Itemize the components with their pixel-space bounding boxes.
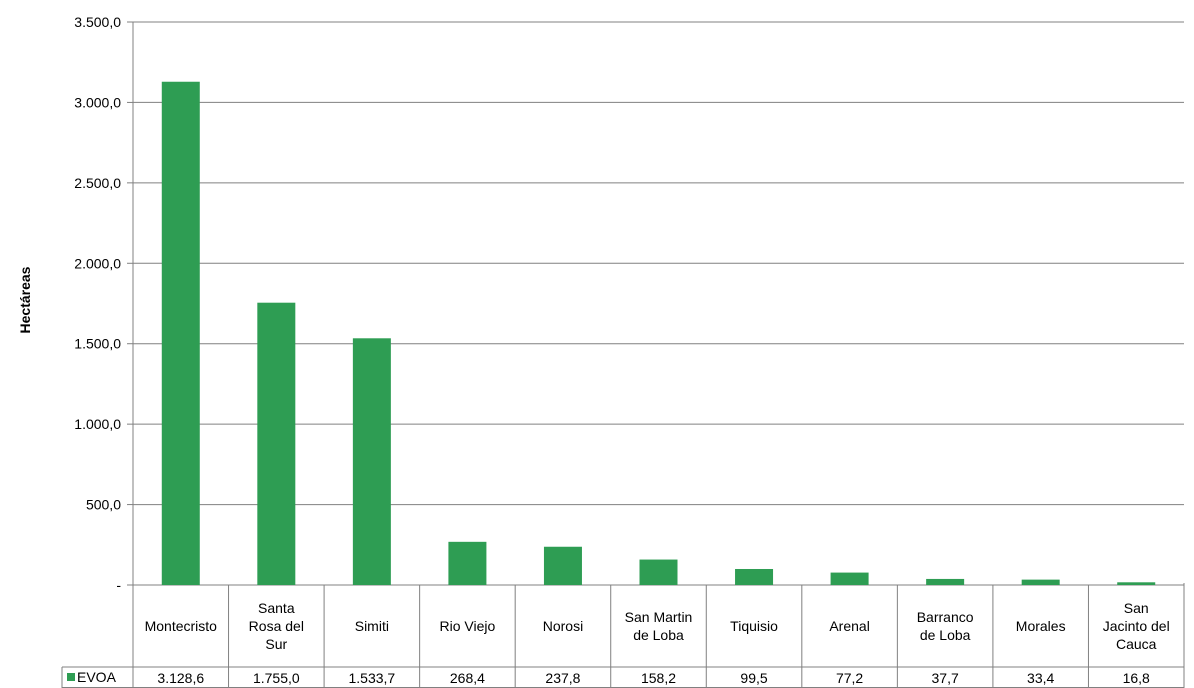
y-axis: - 500,0 1.000,0 1.500,0 2.000,0 2.500,0 3.000,…: [74, 14, 1185, 593]
y-tick-label: 500,0: [86, 497, 121, 513]
x-category-label: Santa Rosa del Sur: [249, 600, 304, 652]
y-tick-label: 2.500,0: [74, 175, 121, 191]
x-category-label: Simiti: [355, 618, 389, 634]
bar: [926, 578, 965, 585]
x-category-label: San Jacinto del Cauca: [1103, 600, 1170, 652]
bar: [257, 302, 296, 585]
x-category-label: San Martin de Loba: [625, 609, 693, 643]
x-category-label: Barranco de Loba: [917, 609, 974, 643]
bars: [161, 81, 1156, 585]
y-axis-label: Hectáreas: [17, 266, 33, 333]
data-table-value: 33,4: [1027, 670, 1054, 686]
data-table-value: 3.128,6: [157, 670, 204, 686]
data-table-value: 37,7: [932, 670, 959, 686]
data-table-value: 237,8: [545, 670, 580, 686]
data-table-value: 1.533,7: [349, 670, 396, 686]
gridlines: [133, 21, 1184, 586]
bar: [352, 338, 391, 585]
y-tick-label: -: [116, 577, 121, 593]
x-category-label: Norosi: [543, 618, 583, 634]
data-table-value: 77,2: [836, 670, 863, 686]
y-tick-label: 1.500,0: [74, 336, 121, 352]
legend-label: EVOA: [77, 669, 117, 685]
x-category-label: Rio Viejo: [440, 618, 496, 634]
bar: [161, 81, 200, 585]
data-table-value: 99,5: [740, 670, 767, 686]
x-category-label: Montecristo: [145, 618, 218, 634]
bar: [639, 559, 678, 585]
bar: [448, 541, 487, 585]
data-table-value: 1.755,0: [253, 670, 300, 686]
x-category-label: Arenal: [829, 618, 869, 634]
bar: [543, 546, 582, 585]
bar: [1117, 582, 1156, 585]
legend-swatch: [67, 673, 75, 681]
data-table-value: 268,4: [450, 670, 485, 686]
y-tick-label: 1.000,0: [74, 416, 121, 432]
y-tick-label: 2.000,0: [74, 255, 121, 271]
bar: [735, 568, 774, 585]
x-category-label: Tiquisio: [730, 618, 778, 634]
y-tick-label: 3.000,0: [74, 94, 121, 110]
x-category-label: Morales: [1016, 618, 1066, 634]
bar: [830, 572, 869, 585]
data-table-value: 158,2: [641, 670, 676, 686]
y-tick-label: 3.500,0: [74, 14, 121, 30]
bar: [1021, 579, 1060, 585]
data-table: Montecristo Santa Rosa del Sur Simiti Rio Vie…: [61, 585, 1185, 688]
data-table-value: 16,8: [1123, 670, 1150, 686]
